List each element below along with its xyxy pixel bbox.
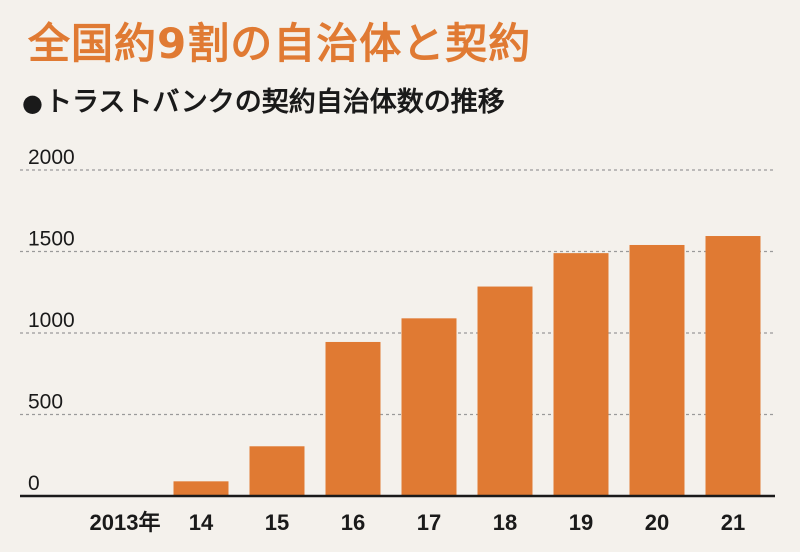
chart-subtitle: ●トラストバンクの契約自治体数の推移	[22, 80, 505, 119]
y-tick-label: 1500	[28, 228, 75, 251]
x-axis-labels: 2013年 14 15 16 17 18 19 20 21	[90, 510, 746, 535]
bar-18	[477, 286, 533, 496]
x-tick-label: 18	[493, 510, 517, 535]
bar-20	[629, 244, 685, 496]
headline: 全国約9割の自治体と契約	[28, 19, 532, 68]
x-tick-label: 14	[189, 510, 214, 535]
x-tick-label: 19	[569, 510, 593, 535]
y-tick-label: 500	[28, 391, 63, 414]
bar-16	[325, 341, 381, 496]
x-tick-label: 20	[645, 510, 669, 535]
bar-14	[173, 481, 229, 496]
x-tick-label: 16	[341, 510, 365, 535]
chart-subtitle-text: トラストバンクの契約自治体数の推移	[44, 87, 505, 118]
x-tick-label: 2013年	[90, 510, 161, 535]
y-tick-label: 2000	[28, 146, 75, 169]
bullet-icon: ●	[22, 89, 43, 117]
y-tick-label: 1000	[28, 309, 75, 332]
bar-19	[553, 253, 609, 496]
x-tick-label: 17	[417, 510, 441, 535]
bars	[173, 236, 761, 496]
x-tick-label: 15	[265, 510, 289, 535]
bar-17	[401, 318, 457, 496]
y-tick-label: 0	[28, 472, 40, 495]
bar-15	[249, 446, 305, 496]
bar-21	[705, 236, 761, 496]
y-axis-labels: 0 500 1000 1500 2000	[28, 146, 75, 495]
x-tick-label: 21	[721, 510, 745, 535]
